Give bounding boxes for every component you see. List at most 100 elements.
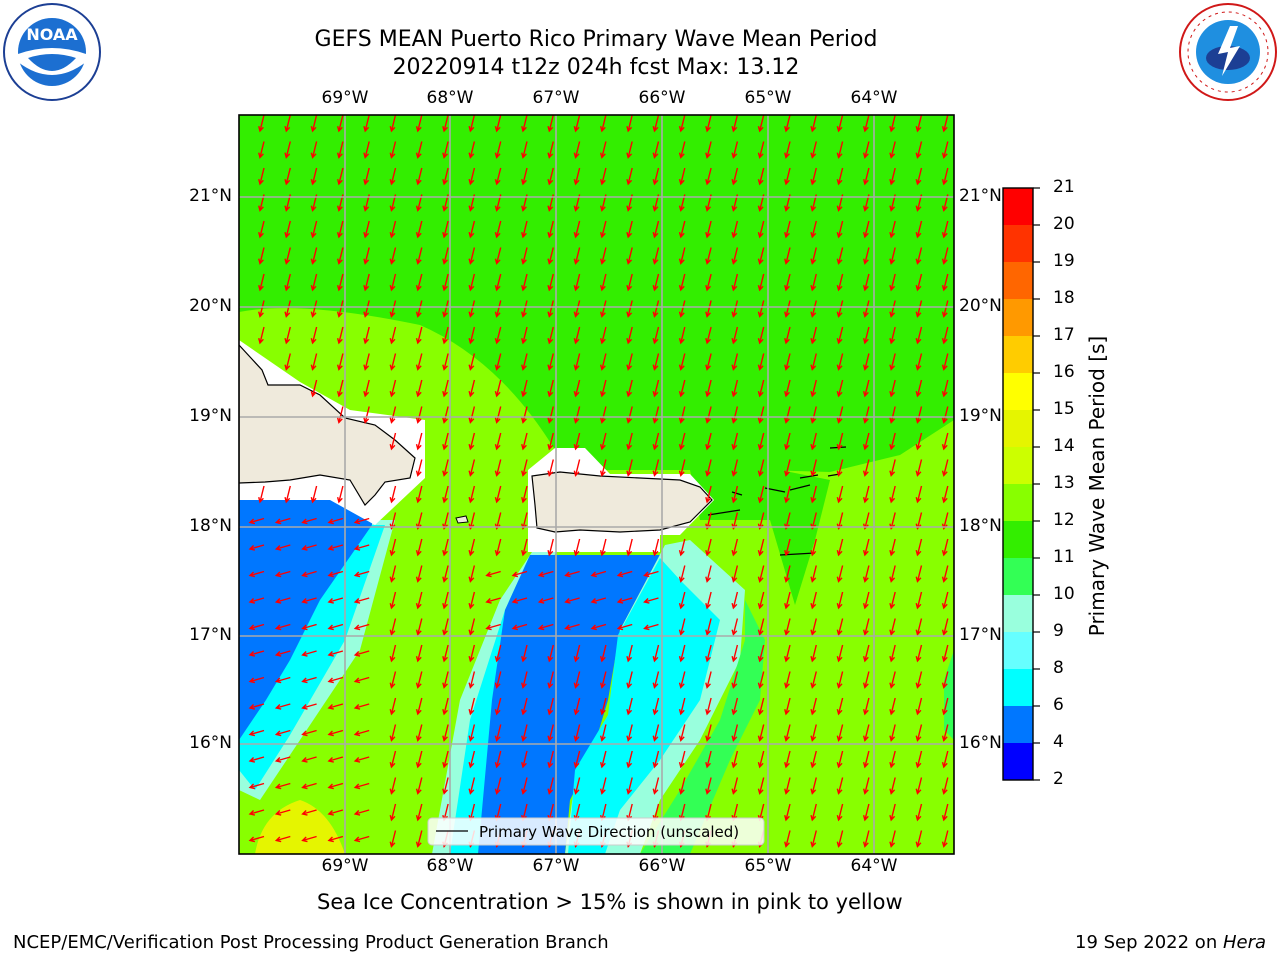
wave-direction-arrow bbox=[590, 623, 607, 631]
wave-direction-arrow bbox=[862, 803, 870, 822]
wave-direction-arrow bbox=[442, 644, 449, 663]
wave-direction-arrow bbox=[415, 432, 423, 451]
wave-direction-arrow bbox=[757, 115, 765, 133]
wave-direction-arrow bbox=[336, 247, 344, 265]
wave-direction-arrow bbox=[810, 406, 817, 424]
wave-direction-arrow bbox=[626, 141, 633, 159]
wave-direction-arrow bbox=[415, 591, 423, 610]
wave-direction-arrow bbox=[389, 512, 397, 530]
wave-direction-arrow bbox=[599, 247, 607, 265]
wave-direction-arrow bbox=[258, 141, 265, 159]
wave-direction-arrow bbox=[310, 273, 318, 292]
wave-direction-arrow bbox=[389, 432, 397, 451]
wave-direction-arrow bbox=[836, 379, 844, 398]
wave-direction-arrow bbox=[389, 750, 397, 769]
wave-direction-arrow bbox=[862, 326, 870, 345]
wave-direction-arrow bbox=[301, 809, 317, 816]
wave-direction-arrow bbox=[353, 676, 370, 684]
wave-direction-arrow bbox=[626, 326, 633, 345]
wave-direction-arrow bbox=[941, 565, 949, 583]
wave-direction-arrow bbox=[757, 326, 765, 345]
wave-direction-arrow bbox=[678, 300, 686, 318]
lat-right-18: 18°N bbox=[959, 516, 1002, 536]
wave-direction-arrow bbox=[521, 750, 528, 769]
wave-direction-arrow bbox=[889, 379, 896, 398]
colorbar-swatch bbox=[1003, 521, 1033, 559]
wave-direction-arrow bbox=[757, 141, 765, 159]
wave-direction-arrow bbox=[248, 517, 265, 525]
wave-direction-arrow bbox=[836, 591, 844, 610]
wave-direction-arrow bbox=[442, 220, 449, 239]
footer-machine: Hera bbox=[1222, 932, 1266, 953]
wave-direction-arrow bbox=[389, 326, 397, 345]
wave-direction-arrow bbox=[784, 830, 791, 848]
wave-direction-arrow bbox=[363, 353, 370, 371]
wave-direction-arrow bbox=[705, 777, 712, 795]
wave-direction-arrow bbox=[757, 406, 765, 424]
wave-direction-arrow bbox=[521, 167, 528, 186]
wave-direction-arrow bbox=[415, 512, 423, 530]
wave-direction-arrow bbox=[327, 703, 344, 710]
wave-direction-arrow bbox=[643, 597, 659, 604]
wave-direction-arrow bbox=[889, 459, 896, 477]
wave-direction-arrow bbox=[248, 729, 265, 737]
wave-direction-arrow bbox=[836, 300, 844, 318]
wave-direction-arrow bbox=[494, 777, 502, 795]
wave-direction-arrow bbox=[889, 750, 896, 769]
wave-direction-arrow bbox=[415, 353, 423, 371]
wave-direction-arrow bbox=[442, 273, 449, 292]
wave-direction-arrow bbox=[915, 459, 923, 477]
wave-direction-arrow bbox=[836, 273, 844, 292]
wave-direction-arrow bbox=[468, 432, 476, 451]
wave-direction-arrow bbox=[862, 671, 870, 689]
colorbar-swatch bbox=[1003, 447, 1033, 485]
wave-direction-arrow bbox=[284, 300, 291, 318]
wave-direction-arrow bbox=[915, 485, 923, 504]
colorbar-tick-label: 16 bbox=[1053, 362, 1075, 382]
wave-direction-arrow bbox=[599, 777, 607, 795]
wave-direction-arrow bbox=[573, 353, 581, 371]
wave-direction-arrow bbox=[284, 167, 291, 186]
wave-direction-arrow bbox=[327, 544, 344, 551]
wave-direction-arrow bbox=[678, 644, 686, 663]
wave-direction-arrow bbox=[678, 591, 686, 610]
wave-direction-arrow bbox=[731, 591, 739, 610]
wave-direction-arrow bbox=[889, 406, 896, 424]
wave-direction-arrow bbox=[784, 644, 791, 663]
wave-direction-arrow bbox=[836, 512, 844, 530]
wave-direction-arrow bbox=[810, 326, 817, 345]
wave-direction-arrow bbox=[494, 326, 502, 345]
wave-direction-arrow bbox=[757, 538, 765, 557]
wave-direction-arrow bbox=[889, 830, 896, 848]
wave-direction-arrow bbox=[941, 432, 949, 451]
colorbar-swatch bbox=[1003, 632, 1033, 670]
wave-direction-arrow bbox=[353, 703, 370, 710]
wave-direction-arrow bbox=[301, 517, 317, 525]
wave-direction-arrow bbox=[521, 220, 528, 239]
wave-direction-arrow bbox=[915, 353, 923, 371]
wave-direction-arrow bbox=[731, 432, 739, 451]
wave-direction-arrow bbox=[915, 247, 923, 265]
wave-field-blue-west bbox=[239, 500, 372, 740]
wave-direction-arrow bbox=[327, 623, 344, 631]
colorbar-swatch bbox=[1003, 262, 1033, 300]
wave-direction-arrow bbox=[599, 220, 607, 239]
wave-direction-arrow bbox=[784, 432, 791, 451]
colorbar-swatch bbox=[1003, 410, 1033, 448]
wave-direction-arrow bbox=[521, 273, 528, 292]
wave-direction-arrow bbox=[521, 459, 528, 477]
wave-direction-arrow bbox=[327, 835, 344, 843]
wave-direction-arrow bbox=[757, 353, 765, 371]
wave-direction-arrow bbox=[353, 650, 370, 657]
lon-bottom-69: 69°W bbox=[321, 856, 369, 876]
wave-direction-arrow bbox=[363, 326, 370, 345]
wave-direction-arrow bbox=[599, 697, 607, 716]
wave-direction-arrow bbox=[915, 830, 923, 848]
wave-direction-arrow bbox=[415, 777, 423, 795]
wave-direction-arrow bbox=[511, 597, 528, 604]
wave-direction-arrow bbox=[310, 220, 318, 239]
wave-direction-arrow bbox=[705, 220, 712, 239]
wave-direction-arrow bbox=[652, 777, 660, 795]
wave-direction-arrow bbox=[599, 459, 607, 477]
wave-direction-arrow bbox=[941, 591, 949, 610]
